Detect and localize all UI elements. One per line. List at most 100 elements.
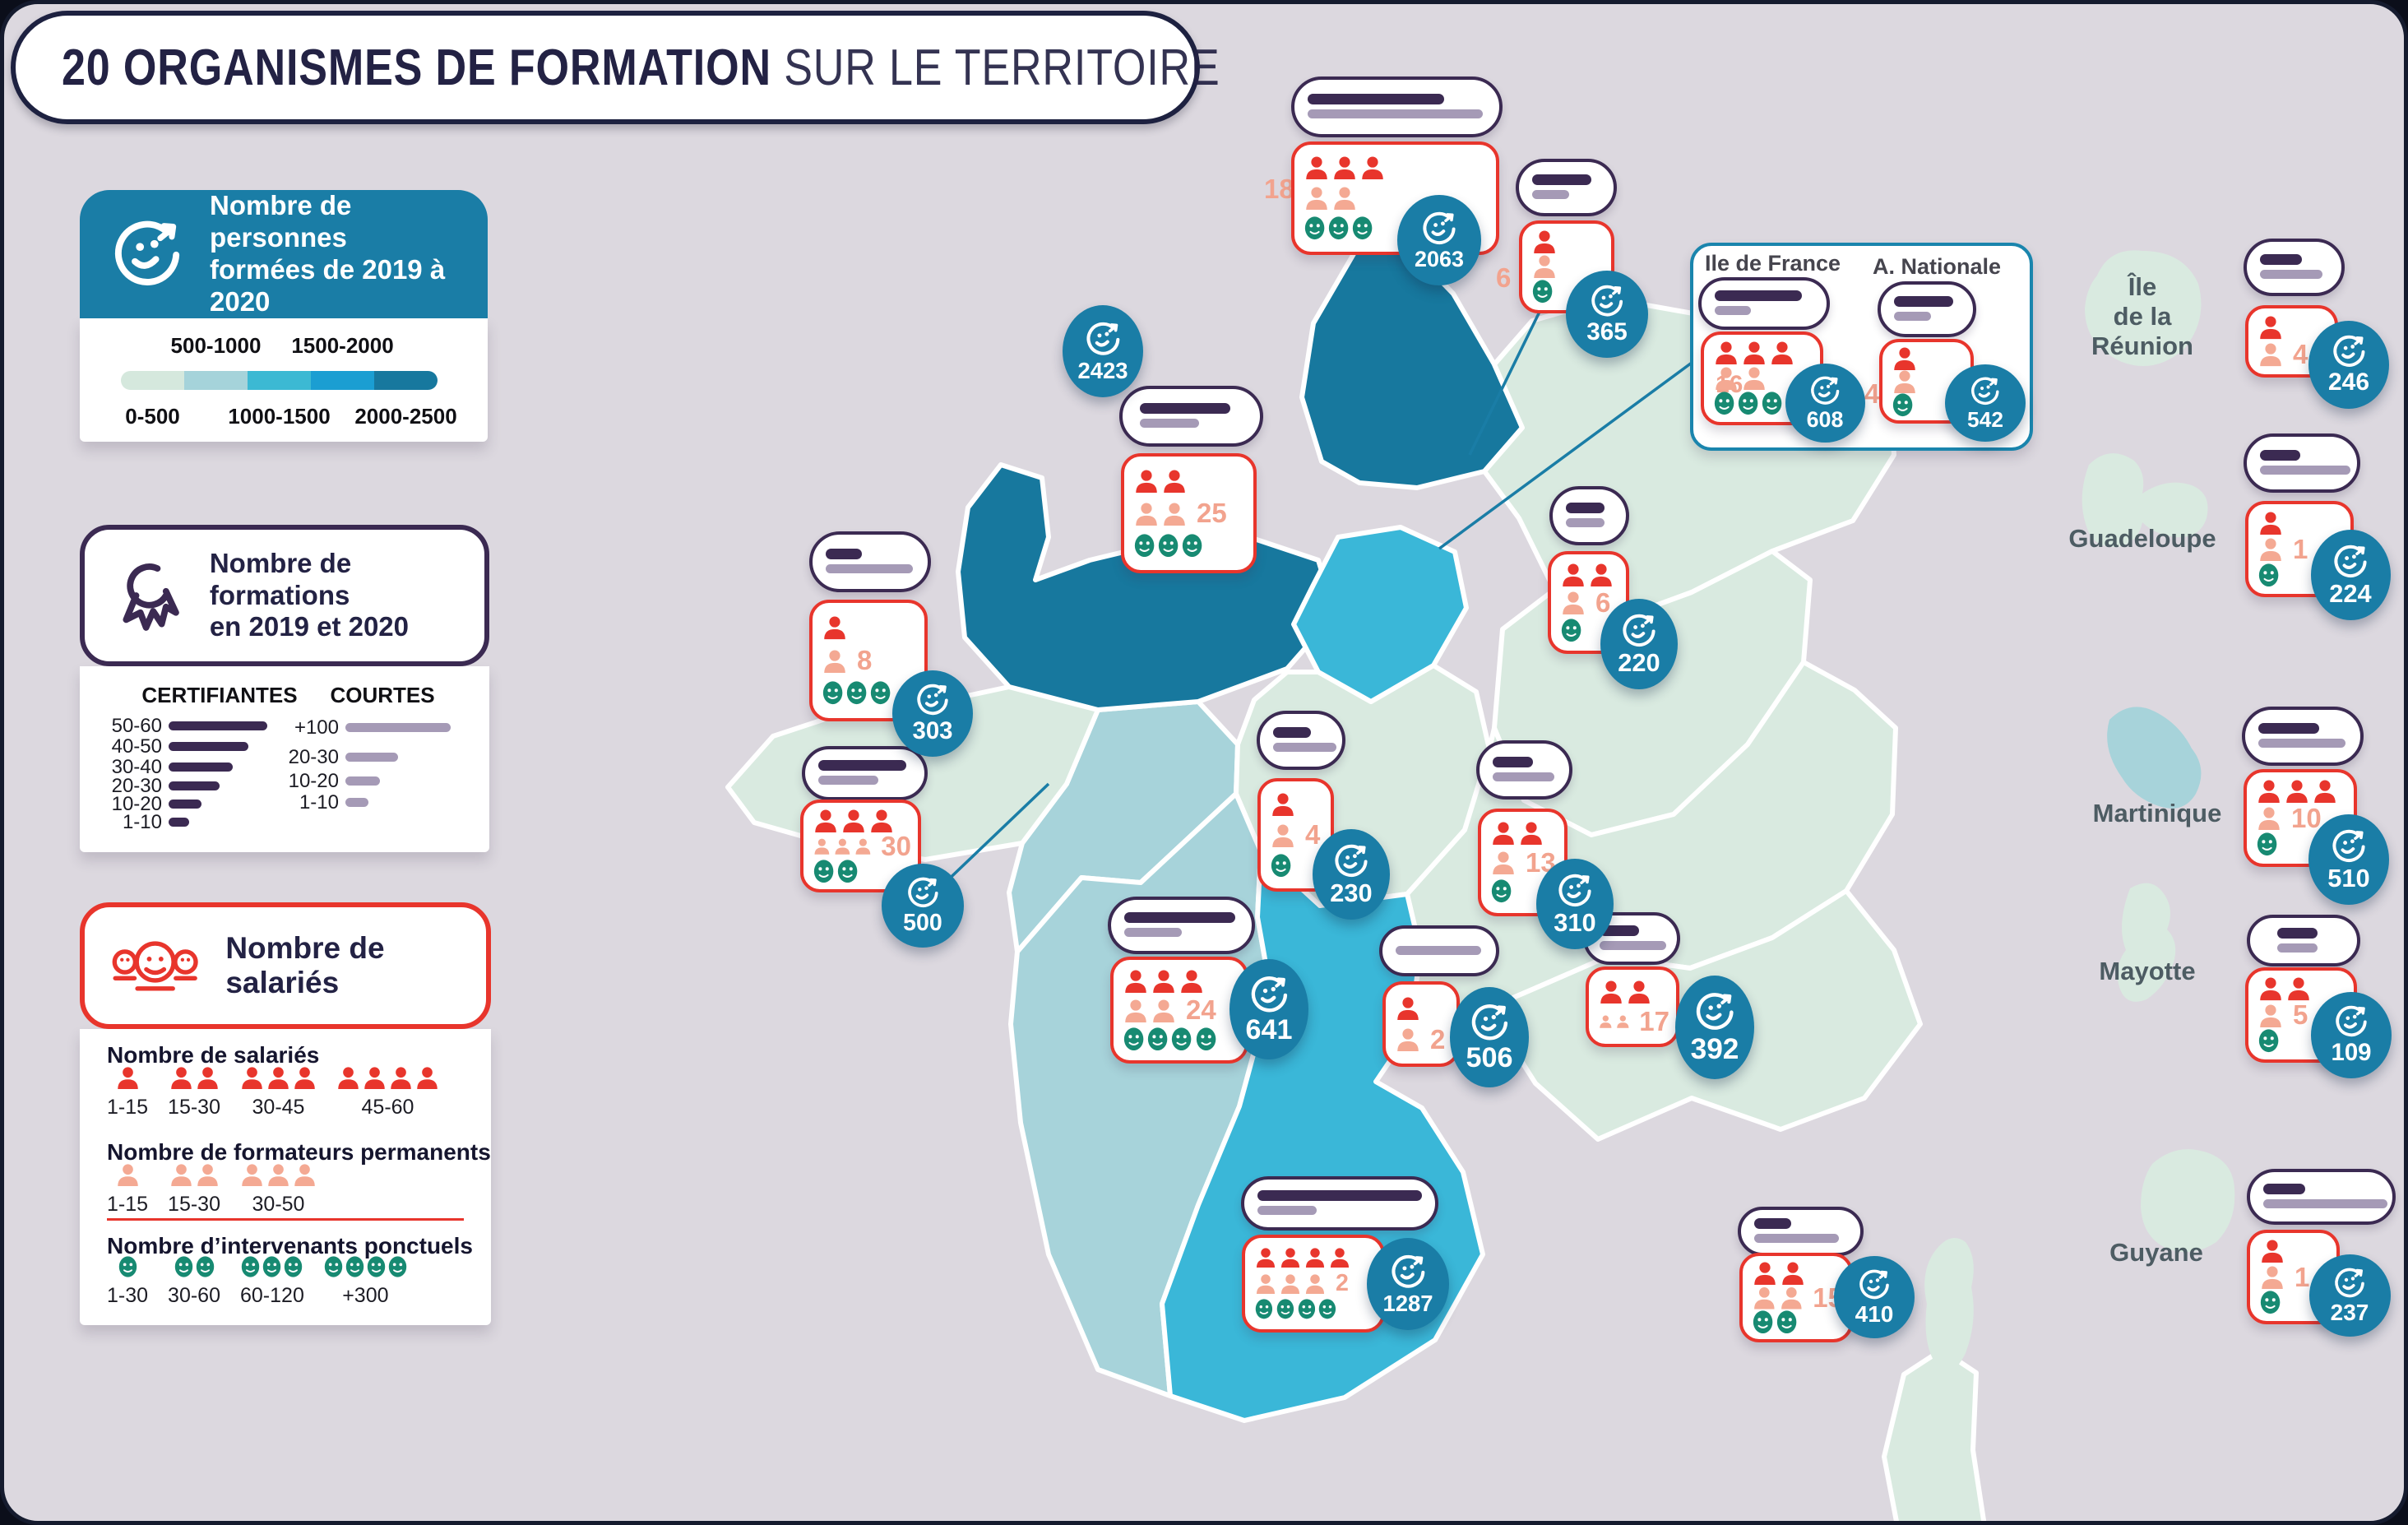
formations-pill-hdf: [1291, 76, 1503, 137]
formateur-person-icon: [196, 1164, 220, 1186]
scale-segment-2: [248, 371, 311, 390]
formed-badge-lim: 506: [1450, 987, 1529, 1087]
formateurs-count: 1: [2295, 1261, 2310, 1292]
salmon-row: 25: [1134, 499, 1247, 526]
formateur-person-icon: [1780, 1286, 1804, 1309]
red-row: [1304, 156, 1489, 179]
courtes-row: 1-10: [299, 791, 469, 813]
certifiantes-bar: [1257, 1190, 1422, 1201]
courtes-row: +100: [294, 716, 469, 739]
formateur-person-icon: [293, 1164, 317, 1186]
salarie-person-icon: [1280, 1248, 1301, 1268]
salmon-row: 2: [1396, 1026, 1450, 1052]
legend-item-label: 30-45: [252, 1096, 305, 1119]
salarie-person-icon: [1519, 822, 1544, 845]
salarie-person-icon: [2313, 780, 2337, 803]
scale-segment-1: [184, 371, 248, 390]
formed-count: 365: [1586, 318, 1628, 346]
label-reunion: Île de la Réunion: [2091, 272, 2193, 360]
formed-badge-r365: 365: [1566, 271, 1648, 358]
formateur-person-icon: [813, 835, 831, 858]
title-bold: 20 ORGANISMES DE FORMATION: [62, 39, 771, 96]
legend-formed-title: Nombre de personnes formées de 2019 à 20…: [210, 190, 446, 317]
formed-count: 1287: [1382, 1290, 1433, 1316]
formateurs-count: 4: [2293, 338, 2308, 369]
legend-item: +300: [324, 1256, 407, 1308]
certifiantes-bar: [2260, 254, 2302, 265]
formed-badge-paca: 410: [1834, 1256, 1915, 1338]
courtes-bar: [2260, 466, 2350, 475]
courtes-bar: [345, 798, 368, 807]
intervenant-face-icon: [1147, 1027, 1168, 1051]
formateur-person-icon: [1255, 1274, 1276, 1294]
salarie-person-icon: [2257, 780, 2281, 803]
certifiantes-bar: [1532, 174, 1591, 185]
label-guadeloupe: Guadeloupe: [2068, 524, 2216, 553]
smiley-growth-icon: [1858, 1268, 1891, 1301]
intervenant-face-icon: [1123, 1027, 1144, 1051]
salarie-person-icon: [1271, 793, 1295, 816]
courtes-bar: [1139, 419, 1199, 428]
courtes-bar: [345, 776, 380, 786]
salarie-person-icon: [1179, 970, 1204, 993]
certifiantes-bar: [1894, 296, 1953, 307]
courtes-bar: [1273, 743, 1336, 752]
smiley-growth-icon: [2334, 1004, 2369, 1039]
formateur-person-icon: [822, 650, 847, 673]
formateur-person-icon: [2260, 1266, 2285, 1289]
salarie-person-icon: [1599, 980, 1623, 1004]
salaries-group-row: 1-15 15-30 30-50: [107, 1164, 317, 1217]
smiley-growth-icon: [1421, 211, 1457, 247]
salaries-group-title: Nombre de formateurs permanents: [107, 1139, 491, 1165]
formations-pill-guyane: [2247, 1169, 2396, 1225]
legend-item: 30-45: [240, 1067, 317, 1119]
formateur-person-icon: [1714, 367, 1739, 390]
salarie-person-icon: [1396, 997, 1420, 1020]
certifiantes-range-label: 20-30: [111, 775, 162, 797]
formateur-person-icon: [1123, 999, 1148, 1022]
salmon-row: 24: [1123, 996, 1239, 1023]
certifiantes-range-label: 30-40: [111, 756, 162, 778]
formed-count: 392: [1690, 1032, 1739, 1065]
smiley-growth-icon: [2331, 828, 2367, 864]
formateurs-count: 10: [2291, 802, 2322, 833]
island-reunion: [2085, 250, 2202, 366]
intervenant-face-icon: [1134, 534, 1155, 558]
red-row: [1561, 563, 1619, 586]
connector-idf: [1438, 361, 1693, 550]
legend-personnes-formees: Nombre de personnes formées de 2019 à 20…: [80, 190, 488, 442]
red-row: [1134, 470, 1247, 493]
scale-label: 0-500: [125, 404, 180, 429]
certifiantes-row: 50-60: [112, 715, 317, 737]
courtes-bar: [1308, 109, 1483, 118]
smiley-growth-icon: [1694, 991, 1735, 1032]
courtes-range-label: 1-10: [299, 791, 339, 813]
face-row: [1255, 1299, 1375, 1319]
salarie-person-icon: [116, 1067, 140, 1089]
legend-item-label: 1-30: [107, 1284, 149, 1307]
formateurs-count: 6: [1496, 262, 1512, 293]
formed-badge-normandie: 2423: [1063, 305, 1143, 397]
formed-count: 410: [1855, 1301, 1894, 1327]
salaries-card-normandie: 25: [1121, 453, 1257, 573]
courtes-bar: [2260, 270, 2322, 279]
salmon-row: 15: [1753, 1284, 1843, 1310]
scale-segment-3: [311, 371, 374, 390]
salmon-row: 10: [2257, 802, 2347, 833]
red-row: [1753, 1262, 1843, 1285]
salarie-person-icon: [1329, 1248, 1350, 1268]
salarie-person-icon: [1360, 156, 1385, 179]
formed-count: 303: [912, 717, 953, 745]
certifiantes-bar: [169, 781, 220, 790]
certifiantes-row: 20-30: [112, 775, 317, 797]
courtes-bar: [818, 776, 878, 785]
certifiantes-bar: [2260, 450, 2300, 461]
formations-pill-r365: [1516, 159, 1617, 216]
certifiantes-bar: [169, 800, 201, 809]
formed-badge-ara: 392: [1675, 976, 1754, 1079]
formed-badge-occitanie: 1287: [1367, 1238, 1449, 1330]
legend-item: 30-50: [240, 1164, 317, 1217]
intervenant-face-icon: [1171, 1027, 1192, 1051]
salarie-person-icon: [2258, 512, 2283, 535]
salarie-person-icon: [1781, 1262, 1805, 1285]
